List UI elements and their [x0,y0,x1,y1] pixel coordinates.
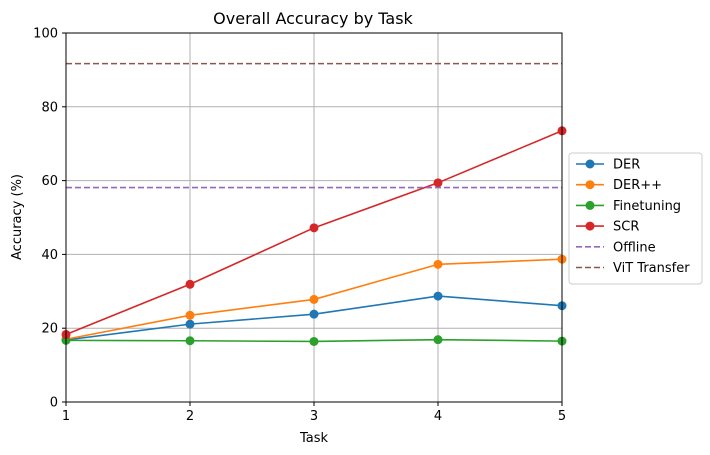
series-layer [61,62,567,346]
legend: DER DER++ Finetuning SCR Offline ViT Transfer [568,152,703,285]
x-tick-label: 2 [186,409,194,424]
scr-point [433,178,443,188]
legend-item-derplusplus: DER++ [576,178,662,193]
derplusplus-point [185,310,195,320]
legend-item-vit-transfer: ViT Transfer [576,261,690,276]
grid-layer [65,32,563,403]
x-tick-label: 1 [62,409,70,424]
y-tick-label: 60 [41,174,58,189]
legend-swatch-marker [585,221,595,231]
legend-item-der: DER [576,158,640,173]
legend-label: DER++ [613,178,662,193]
der-point [185,319,195,329]
tick-layer: 1 2 3 4 5 0 20 40 60 80 100 [33,27,566,425]
der-point [309,309,319,319]
legend-item-finetuning: Finetuning [576,199,681,214]
x-tick-label: 5 [558,409,566,424]
der-point [433,291,443,301]
derplusplus-point [309,294,319,304]
x-axis-title: Task [299,431,329,446]
legend-item-scr: SCR [576,220,639,235]
y-axis-title: Accuracy (%) [10,174,25,260]
scr-point [309,223,319,233]
finetuning-point [309,336,319,346]
finetuning-point [185,336,195,346]
series-finetuning [61,335,567,346]
y-tick-label: 20 [41,322,58,337]
legend-label: DER [613,158,640,173]
legend-label: ViT Transfer [613,261,690,276]
legend-item-offline: Offline [576,240,656,255]
legend-box [568,152,703,285]
y-tick-label: 80 [41,100,58,115]
y-tick-label: 0 [50,396,58,411]
finetuning-point [433,335,443,345]
legend-label: Offline [613,240,656,255]
legend-swatch-marker [585,159,595,169]
y-tick-label: 100 [33,27,58,42]
chart-title: Overall Accuracy by Task [213,9,413,28]
legend-label: SCR [613,220,639,235]
scr-point [185,279,195,289]
y-tick-label: 40 [41,248,58,263]
legend-label: Finetuning [613,199,681,214]
legend-swatch-marker [585,200,595,210]
legend-swatch-marker [585,180,595,190]
x-tick-label: 3 [310,409,318,424]
x-tick-label: 4 [434,409,442,424]
derplusplus-point [433,259,443,269]
